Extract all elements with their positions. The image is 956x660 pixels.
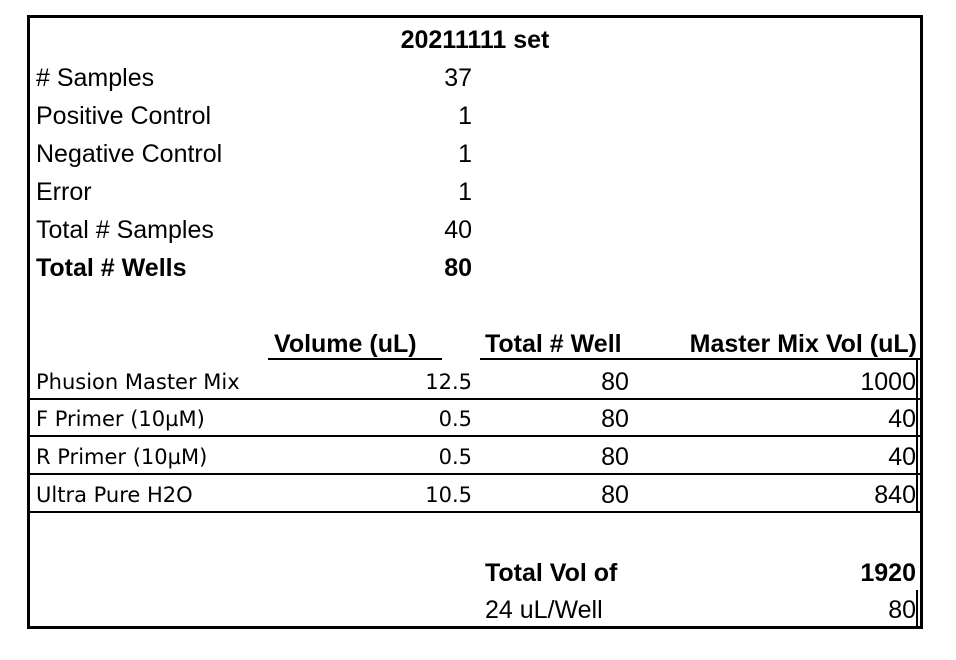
row-volume: 0.5 — [438, 407, 472, 431]
summary-value-error: 1 — [458, 178, 472, 206]
row-volume: 10.5 — [425, 483, 472, 507]
summary-value-positive-control: 1 — [458, 102, 472, 130]
summary-value-total-wells: 80 — [444, 254, 472, 282]
column-border — [916, 358, 918, 513]
row-volume: 12.5 — [425, 370, 472, 394]
row-master-vol: 1000 — [860, 368, 916, 396]
header-underline — [480, 358, 920, 360]
row-divider — [30, 473, 920, 475]
total-vol-value: 1920 — [860, 559, 916, 587]
summary-label-error: Error — [36, 178, 92, 206]
row-wells: 80 — [601, 443, 629, 471]
row-master-vol: 40 — [888, 443, 916, 471]
row-divider — [30, 398, 920, 400]
spreadsheet-table: 20211111 set # Samples 37 Positive Contr… — [27, 15, 923, 629]
summary-label-samples: # Samples — [36, 64, 155, 92]
row-wells: 80 — [601, 405, 629, 433]
total-vol-label: Total Vol of — [485, 559, 618, 587]
header-volume: Volume (uL) — [274, 330, 417, 358]
row-wells: 80 — [601, 368, 629, 396]
row-name-ultra-pure-h2o: Ultra Pure H2O — [36, 483, 193, 507]
row-wells: 80 — [601, 481, 629, 509]
column-border — [916, 590, 918, 626]
summary-value-negative-control: 1 — [458, 140, 472, 168]
header-total-wells: Total # Well — [485, 330, 622, 358]
row-name-f-primer: F Primer (10µM) — [36, 407, 205, 431]
per-well-value: 80 — [888, 596, 916, 624]
per-well-label: 24 uL/Well — [485, 596, 603, 624]
row-name-r-primer: R Primer (10µM) — [36, 445, 208, 469]
table-title: 20211111 set — [400, 26, 550, 54]
summary-label-positive-control: Positive Control — [36, 102, 212, 130]
summary-label-negative-control: Negative Control — [36, 140, 223, 168]
row-divider — [30, 435, 920, 437]
summary-value-total-samples: 40 — [444, 216, 472, 244]
header-master-mix-vol: Master Mix Vol (uL) — [689, 330, 917, 358]
row-volume: 0.5 — [438, 445, 472, 469]
summary-label-total-samples: Total # Samples — [36, 216, 214, 244]
header-underline — [268, 358, 442, 360]
summary-value-samples: 37 — [444, 64, 472, 92]
row-master-vol: 40 — [888, 405, 916, 433]
row-divider — [30, 511, 920, 513]
row-master-vol: 840 — [874, 481, 916, 509]
summary-label-total-wells: Total # Wells — [36, 254, 187, 282]
row-name-phusion-master-mix: Phusion Master Mix — [36, 370, 240, 394]
